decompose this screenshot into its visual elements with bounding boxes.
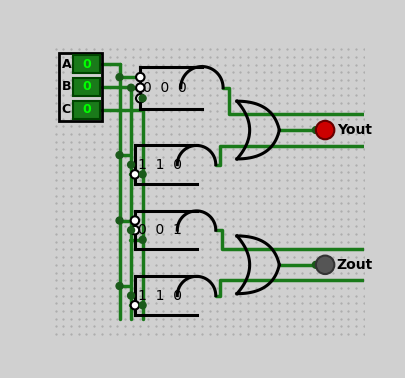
- Circle shape: [311, 261, 319, 268]
- Circle shape: [139, 236, 146, 243]
- Text: 0: 0: [82, 81, 91, 93]
- Circle shape: [127, 161, 134, 168]
- Text: 0: 0: [82, 103, 91, 116]
- Circle shape: [127, 292, 134, 299]
- Circle shape: [130, 216, 139, 225]
- Circle shape: [116, 152, 123, 158]
- Circle shape: [311, 127, 319, 133]
- Text: 0: 0: [82, 58, 91, 71]
- Circle shape: [136, 73, 144, 81]
- Circle shape: [315, 256, 334, 274]
- Text: 0  0  0: 0 0 0: [143, 81, 186, 95]
- Circle shape: [130, 226, 139, 234]
- Circle shape: [127, 227, 134, 234]
- Circle shape: [315, 121, 334, 139]
- Text: 0  0  1: 0 0 1: [137, 223, 181, 237]
- Circle shape: [116, 217, 123, 224]
- Circle shape: [139, 95, 146, 102]
- Circle shape: [136, 94, 144, 102]
- Bar: [59, 53, 102, 121]
- Circle shape: [127, 84, 134, 91]
- Bar: [72, 78, 100, 96]
- Circle shape: [116, 74, 123, 81]
- Text: C: C: [62, 103, 71, 116]
- Circle shape: [139, 302, 146, 309]
- Text: 1  1  0: 1 1 0: [137, 158, 181, 172]
- Text: 1  1  0: 1 1 0: [137, 289, 181, 303]
- Text: B: B: [62, 81, 71, 93]
- Text: Zout: Zout: [336, 258, 372, 272]
- Bar: [72, 101, 100, 119]
- Text: Yout: Yout: [336, 123, 371, 137]
- Circle shape: [130, 301, 139, 310]
- Bar: [72, 55, 100, 73]
- Circle shape: [130, 170, 139, 178]
- Circle shape: [139, 171, 146, 178]
- Circle shape: [116, 282, 123, 290]
- Circle shape: [136, 84, 144, 92]
- Text: A: A: [62, 58, 71, 71]
